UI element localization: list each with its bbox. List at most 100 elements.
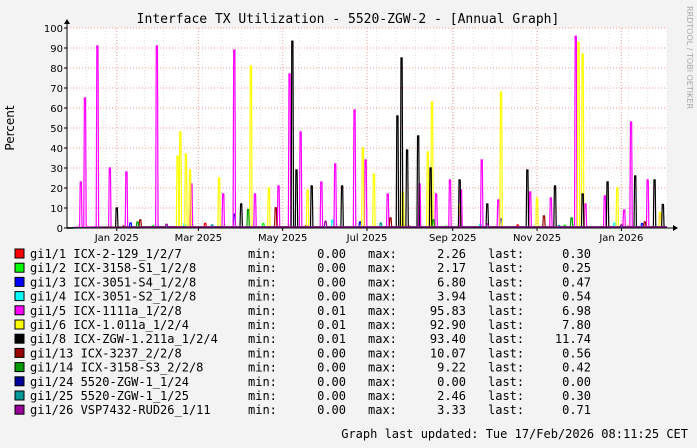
legend-swatch <box>14 362 25 373</box>
legend-name: gi1/26 VSP7432-RUD26_1/11 <box>30 403 211 417</box>
data-point <box>277 185 280 187</box>
data-point <box>406 149 408 151</box>
data-point <box>247 208 249 211</box>
legend-min-value: 0.00 <box>317 247 346 261</box>
data-point <box>458 179 461 181</box>
data-point <box>254 193 256 195</box>
data-point <box>176 155 179 157</box>
legend-name: gi1/5 ICX-1111a_1/2/8 <box>30 304 182 318</box>
data-point <box>115 207 118 209</box>
legend-name: gi1/1 ICX-2-129_1/2/7 <box>30 247 182 261</box>
legend-min-label: min: <box>248 375 277 389</box>
data-point <box>630 121 632 123</box>
data-point <box>334 163 337 165</box>
data-point <box>185 153 187 155</box>
legend-max-value: 95.83 <box>430 304 466 318</box>
x-tick-label: Jul 2025 <box>346 233 388 244</box>
legend-max-value: 3.33 <box>437 403 466 417</box>
data-point <box>529 191 531 193</box>
data-point <box>620 224 623 226</box>
legend-min-label: min: <box>248 332 277 346</box>
legend-last-value: 0.47 <box>562 275 591 289</box>
legend-last-value: 7.80 <box>562 318 591 332</box>
data-point <box>449 179 451 181</box>
legend-last-value: 0.42 <box>562 361 591 375</box>
legend-name: gi1/6 ICX-1.011a_1/2/4 <box>30 318 189 332</box>
legend-min-label: min: <box>248 318 277 332</box>
data-point <box>584 203 587 205</box>
legend-last-label: last: <box>488 304 524 318</box>
y-tick-label: 80 <box>50 64 63 75</box>
data-point <box>129 222 132 224</box>
legend-min-label: min: <box>248 290 277 304</box>
data-point <box>427 151 429 153</box>
data-point <box>211 224 213 226</box>
legend-max-value: 9.22 <box>437 361 466 375</box>
y-tick-label: 40 <box>50 144 63 155</box>
legend-min-value: 0.00 <box>317 361 346 375</box>
legend-min-label: min: <box>248 389 277 403</box>
data-point <box>516 224 519 226</box>
y-tick-label: 10 <box>50 204 63 215</box>
legend-name: gi1/8 ICX-ZGW-1.211a_1/2/4 <box>30 332 218 346</box>
data-point <box>634 175 637 177</box>
legend-max-label: max: <box>368 318 397 332</box>
legend-min-value: 0.00 <box>317 275 346 289</box>
data-point <box>233 49 236 51</box>
series-gi1-13-icx-3237-2-2-8 <box>66 207 667 229</box>
data-point <box>222 193 225 195</box>
legend-max-value: 93.40 <box>430 332 466 346</box>
data-point <box>274 207 277 209</box>
data-point <box>179 131 182 133</box>
legend-row: gi1/4 ICX-3051-S2_1/2/8 min: 0.00 max: 3.94 l… <box>14 290 591 304</box>
legend-swatch <box>14 291 25 302</box>
legend-last-label: last: <box>488 318 524 332</box>
legend-row: gi1/24 5520-ZGW-1_1/24 min: 0.00 max: 0.00 la… <box>14 375 591 389</box>
legend-row: gi1/26 VSP7432-RUD26_1/11 min: 0.00 max: 3.3… <box>14 403 591 417</box>
data-point <box>603 195 606 197</box>
data-point <box>320 181 323 183</box>
legend-min-value: 0.01 <box>317 304 346 318</box>
data-point <box>359 221 361 223</box>
data-point <box>574 35 577 38</box>
legend-name: gi1/25 5520-ZGW-1_1/25 <box>30 389 189 403</box>
data-point <box>96 45 99 47</box>
legend-max-value: 10.07 <box>430 346 466 360</box>
legend-swatch <box>14 248 25 259</box>
data-point <box>295 169 298 171</box>
y-axis-label: Percent <box>3 105 17 150</box>
y-axis-arrow <box>64 19 70 24</box>
legend-max-value: 6.80 <box>437 275 466 289</box>
legend-swatch <box>14 262 25 273</box>
data-point <box>291 40 294 42</box>
data-point <box>616 187 619 189</box>
legend-swatch <box>14 276 25 287</box>
data-point <box>641 222 643 225</box>
legend-max-value: 92.90 <box>430 318 466 332</box>
data-point <box>80 181 82 183</box>
legend-last-value: 0.71 <box>562 403 591 417</box>
legend-last-label: last: <box>488 375 524 389</box>
data-point <box>125 171 128 173</box>
legend-row: gi1/13 ICX-3237_2/2/8 min: 0.00 max: 10.07 la… <box>14 346 591 360</box>
data-point <box>380 222 382 224</box>
legend-max-label: max: <box>368 332 397 346</box>
data-point <box>109 167 111 169</box>
legend-last-label: last: <box>488 361 524 375</box>
x-tick-label: Nov 2025 <box>513 233 561 244</box>
x-tick-label: Jan 2026 <box>598 233 643 244</box>
data-point <box>189 169 191 171</box>
data-point <box>653 179 656 181</box>
legend-min-value: 0.00 <box>317 261 346 275</box>
legend-last-label: last: <box>488 332 524 346</box>
legend-min-label: min: <box>248 247 277 261</box>
legend-max-value: 2.17 <box>437 261 466 275</box>
data-point <box>250 65 252 67</box>
legend-min-value: 0.00 <box>317 346 346 360</box>
legend-min-value: 0.00 <box>317 389 346 403</box>
data-point <box>486 223 489 225</box>
data-point <box>262 222 265 225</box>
data-point <box>486 203 489 205</box>
data-point <box>606 181 609 183</box>
